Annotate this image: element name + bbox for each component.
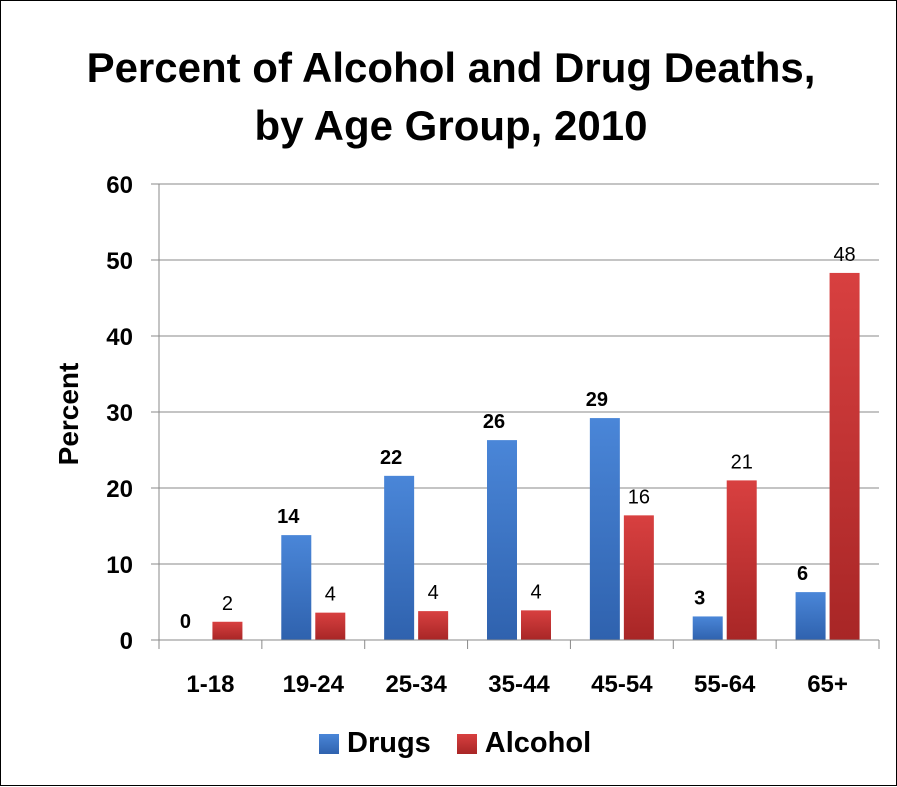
y-axis-title: Percent	[53, 363, 84, 466]
x-tick-label: 55-64	[694, 671, 756, 698]
bar-drugs-45-54	[589, 418, 620, 640]
bar-alcohol-25-34	[418, 611, 449, 640]
y-tick-label: 40	[106, 324, 133, 351]
legend-item-drugs: Drugs	[319, 727, 431, 760]
x-tick-label: 1-18	[186, 671, 234, 698]
data-label-alcohol: 21	[731, 451, 753, 473]
legend-label-drugs: Drugs	[347, 727, 431, 759]
gridlines	[159, 183, 879, 565]
legend-label-alcohol: Alcohol	[484, 727, 592, 759]
bars	[212, 272, 860, 640]
bar-drugs-35-44	[487, 440, 517, 640]
x-tick-label: 45-54	[591, 671, 653, 698]
x-tick-label: 19-24	[283, 671, 345, 698]
legend-item-alcohol: Alcohol	[456, 727, 592, 760]
bar-alcohol-35-44	[521, 610, 551, 640]
bar-alcohol-19-24	[315, 612, 346, 640]
data-label-drugs: 14	[277, 506, 300, 528]
data-label-alcohol: 2	[222, 593, 233, 615]
y-tick-label: 30	[106, 400, 133, 427]
bar-alcohol-55-64	[726, 480, 757, 640]
y-tick-label: 20	[106, 476, 133, 503]
x-tick-label: 35-44	[488, 671, 550, 698]
y-tick-label: 0	[120, 628, 133, 655]
y-tick-label: 60	[106, 172, 133, 199]
data-label-alcohol: 48	[833, 244, 855, 266]
data-label-alcohol: 4	[325, 584, 336, 606]
data-label-drugs: 3	[694, 587, 705, 609]
bar-drugs-25-34	[384, 475, 415, 640]
x-tick-label: 65+	[807, 671, 848, 698]
bar-drugs-55-64	[692, 616, 723, 640]
legend: Drugs Alcohol	[319, 727, 617, 760]
bar-drugs-19-24	[281, 535, 312, 640]
data-label-alcohol: 16	[628, 486, 650, 508]
chart-title: Percent of Alcohol and Drug Deaths, by A…	[86, 44, 816, 149]
y-tick-label: 50	[106, 248, 133, 275]
bar-alcohol-45-54	[623, 515, 654, 640]
y-tick-label: 10	[106, 552, 133, 579]
data-label-alcohol: 4	[530, 581, 541, 603]
data-label-alcohol: 4	[428, 582, 439, 604]
x-tick-label: 25-34	[385, 671, 447, 698]
bar-drugs-65+	[795, 592, 826, 640]
data-labels: 0 2 14 4 22 4 26 4 29 16 3 21 6 48	[180, 244, 856, 633]
data-label-drugs: 22	[380, 447, 402, 469]
legend-swatch-alcohol	[456, 733, 477, 754]
bar-alcohol-1-18	[212, 621, 243, 640]
bar-alcohol-65+	[829, 272, 860, 640]
data-label-drugs: 6	[797, 563, 808, 585]
data-label-drugs: 29	[586, 389, 608, 411]
data-label-drugs: 26	[483, 411, 505, 433]
data-label-drugs: 0	[180, 611, 191, 633]
legend-swatch-drugs	[319, 733, 339, 754]
